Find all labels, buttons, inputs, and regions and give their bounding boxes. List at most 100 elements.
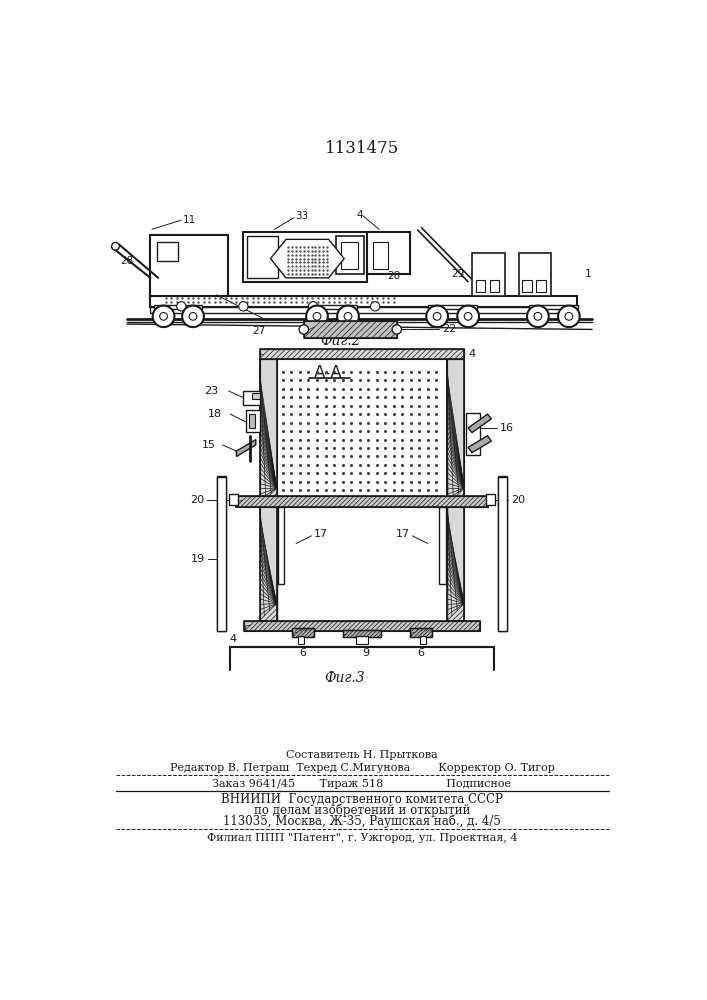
Circle shape — [112, 242, 119, 250]
Text: 4: 4 — [229, 634, 236, 644]
Bar — [498, 477, 507, 631]
Bar — [259, 349, 464, 359]
Circle shape — [370, 302, 380, 311]
Bar — [243, 232, 368, 282]
Bar — [486, 494, 495, 505]
Text: 4: 4 — [356, 210, 363, 220]
Bar — [490, 280, 499, 292]
Bar — [337, 235, 363, 274]
Bar — [343, 630, 381, 637]
Circle shape — [313, 312, 321, 320]
Circle shape — [464, 312, 472, 320]
Text: Заказ 9641/45       Тираж 518                  Подписное: Заказ 9641/45 Тираж 518 Подписное — [212, 779, 511, 789]
Text: 9: 9 — [362, 648, 369, 658]
Text: А-А: А-А — [315, 364, 343, 382]
Bar — [341, 242, 358, 269]
Bar — [292, 628, 314, 637]
Text: 18: 18 — [208, 409, 222, 419]
Bar — [448, 359, 464, 505]
Text: Редактор В. Петраш  Техред С.Мигунова        Корректор О. Тигор: Редактор В. Петраш Техред С.Мигунова Кор… — [170, 763, 554, 773]
Bar — [217, 477, 226, 631]
Text: 29: 29 — [451, 269, 464, 279]
Bar — [529, 305, 578, 309]
Polygon shape — [271, 239, 344, 278]
Polygon shape — [236, 440, 256, 456]
Bar — [537, 280, 546, 292]
Text: 28: 28 — [387, 271, 400, 281]
Bar — [259, 497, 276, 620]
Bar — [466, 413, 480, 455]
Bar — [151, 296, 577, 307]
Bar — [249, 414, 255, 428]
Text: 19: 19 — [191, 554, 205, 564]
Bar — [518, 253, 551, 296]
Bar — [154, 305, 202, 309]
Circle shape — [426, 306, 448, 327]
Bar — [279, 507, 284, 584]
Bar — [472, 253, 505, 296]
Text: 33: 33 — [296, 211, 308, 221]
Text: Филиал ППП "Патент", г. Ужгород, ул. Проектная, 4: Филиал ППП "Патент", г. Ужгород, ул. Про… — [206, 833, 518, 843]
Bar — [244, 620, 480, 631]
Circle shape — [189, 312, 197, 320]
Bar — [448, 497, 464, 620]
Bar — [236, 496, 488, 507]
Text: 6: 6 — [417, 648, 424, 658]
Bar — [236, 496, 488, 507]
Circle shape — [433, 312, 441, 320]
Bar — [276, 497, 279, 620]
Bar — [410, 628, 432, 637]
Circle shape — [182, 306, 204, 327]
Bar — [308, 305, 357, 309]
Circle shape — [308, 302, 317, 311]
Bar — [243, 391, 259, 405]
Text: 11: 11 — [183, 215, 196, 225]
Circle shape — [527, 306, 549, 327]
Circle shape — [177, 302, 186, 311]
Bar — [373, 242, 388, 269]
Circle shape — [565, 312, 573, 320]
Bar — [259, 359, 276, 505]
Circle shape — [457, 306, 479, 327]
Bar — [156, 242, 178, 261]
Bar — [246, 410, 259, 432]
Bar — [448, 497, 464, 620]
Text: 15: 15 — [202, 440, 216, 450]
Text: Фиг.2: Фиг.2 — [320, 334, 361, 348]
Bar — [259, 497, 276, 620]
Text: 4: 4 — [468, 349, 475, 359]
Bar — [343, 630, 381, 637]
Circle shape — [306, 306, 328, 327]
Text: Фиг.3: Фиг.3 — [324, 671, 364, 685]
Bar — [368, 232, 410, 274]
Bar — [498, 476, 507, 631]
Bar — [228, 494, 238, 505]
Text: по делам изобретений и открытий: по делам изобретений и открытий — [254, 804, 470, 817]
Text: 28: 28 — [120, 256, 134, 266]
Text: 1: 1 — [585, 269, 591, 279]
Circle shape — [299, 325, 308, 334]
Text: 16: 16 — [500, 423, 514, 433]
Circle shape — [160, 312, 168, 320]
Circle shape — [239, 302, 248, 311]
Bar — [276, 359, 448, 505]
Bar — [217, 476, 226, 631]
Text: 17: 17 — [314, 529, 328, 539]
Bar — [252, 393, 259, 399]
Bar — [244, 620, 480, 631]
Circle shape — [337, 306, 359, 327]
Bar — [151, 307, 577, 313]
Text: 23: 23 — [204, 386, 218, 396]
Polygon shape — [468, 436, 491, 453]
Bar — [304, 321, 397, 338]
Text: 27: 27 — [252, 326, 266, 336]
Bar — [292, 628, 314, 637]
Bar — [247, 235, 279, 278]
Bar — [410, 628, 432, 637]
Polygon shape — [468, 414, 491, 433]
Bar — [420, 636, 426, 644]
Circle shape — [153, 306, 175, 327]
Bar — [304, 321, 397, 338]
Text: 17: 17 — [396, 529, 410, 539]
Circle shape — [534, 312, 542, 320]
